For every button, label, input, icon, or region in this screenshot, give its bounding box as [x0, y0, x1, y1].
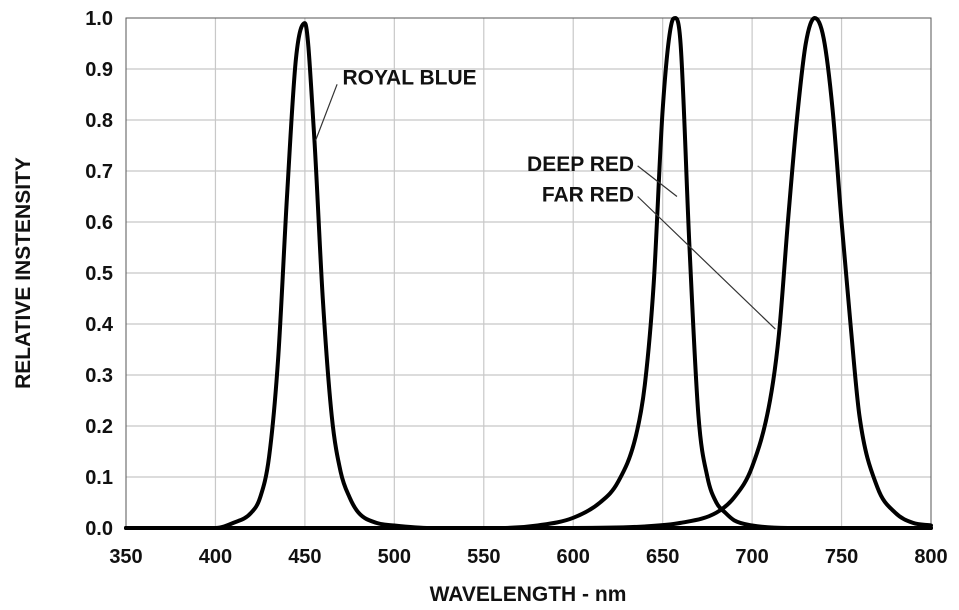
- series-line-deep-red: [124, 16, 933, 531]
- x-tick-label-450: 450: [288, 546, 321, 568]
- x-tick-label-600: 600: [557, 546, 590, 568]
- grid: [126, 18, 931, 530]
- y-tick-label-0.2: 0.2: [85, 416, 113, 438]
- y-tick-label-0.5: 0.5: [85, 263, 113, 285]
- y-axis-title: RELATIVE INSTENSITY: [12, 157, 35, 389]
- x-tick-label-650: 650: [646, 546, 679, 568]
- x-tick-label-500: 500: [378, 546, 411, 568]
- annotation-royal-blue: ROYAL BLUE: [342, 66, 476, 89]
- series-layer: [124, 16, 933, 531]
- y-tick-label-0.6: 0.6: [85, 212, 113, 234]
- y-tick-label-0.0: 0.0: [85, 518, 113, 540]
- y-tick-label-0.8: 0.8: [85, 110, 113, 132]
- x-axis-title: WAVELENGTH - nm: [430, 583, 627, 606]
- annotation-far-red: FAR RED: [542, 184, 634, 207]
- x-tick-label-550: 550: [467, 546, 500, 568]
- annotation-layer: ROYAL BLUE DEEP RED FAR RED: [315, 66, 776, 330]
- y-tick-label-0.1: 0.1: [85, 467, 113, 489]
- leader-line-far-red: [637, 196, 776, 330]
- y-tick-label-0.9: 0.9: [85, 59, 113, 81]
- x-tick-label-700: 700: [735, 546, 768, 568]
- series-line-royal-blue: [124, 21, 933, 531]
- y-tick-label-0.7: 0.7: [85, 161, 113, 183]
- x-tick-label-350: 350: [109, 546, 142, 568]
- y-tick-label-0.3: 0.3: [85, 365, 113, 387]
- y-tick-label-0.4: 0.4: [85, 314, 114, 336]
- x-tick-label-750: 750: [825, 546, 858, 568]
- series-line-far-red: [124, 16, 933, 531]
- annotation-deep-red: DEEP RED: [527, 153, 634, 176]
- leader-line-royal-blue: [315, 84, 338, 141]
- leader-line-deep-red: [637, 165, 678, 197]
- x-tick-label-400: 400: [199, 546, 232, 568]
- x-tick-labels: 350 400 450 500 550 600 650 700 750 800: [109, 546, 947, 568]
- y-tick-labels: 0.0 0.1 0.2 0.3 0.4 0.5 0.6 0.7 0.8 0.9 1.0: [85, 8, 114, 540]
- x-tick-label-800: 800: [914, 546, 947, 568]
- y-tick-label-1.0: 1.0: [85, 8, 113, 30]
